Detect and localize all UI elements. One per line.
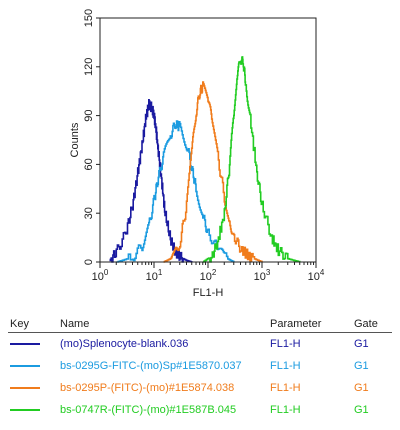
x-tick-label: 100 [92,268,109,283]
x-axis-label: FL1-H [193,287,224,299]
legend-key-cell [8,333,58,356]
legend-header-row: Key Name Parameter Gate [8,318,392,333]
y-tick-label: 90 [83,109,95,121]
legend-parameter: FL1-H [270,382,301,394]
legend-key-cell [8,399,58,421]
x-tick-label: 104 [308,268,325,283]
legend-key-swatch [10,343,40,346]
legend-key-swatch [10,365,40,368]
legend-name: bs-0295P-(FITC)-(mo)#1E5874.038 [60,382,235,394]
legend-parameter: FL1-H [270,360,301,372]
legend-gate: G1 [354,404,369,416]
legend-key-cell [8,377,58,399]
y-tick-label: 0 [83,259,95,265]
legend-gate: G1 [354,360,369,372]
y-tick-label: 150 [83,9,95,27]
legend-gate: G1 [354,338,369,350]
legend-key-cell [8,355,58,377]
histogram-chart: 0 30 60 90 120 150 100 101 102 103 104 FL1-H Count… [69,9,325,299]
series-line [163,81,263,263]
legend-parameter: FL1-H [270,338,301,350]
legend-row: bs-0295P-(FITC)-(mo)#1E5874.038 FL1-H G1 [8,377,392,399]
x-tick-label: 101 [146,268,163,283]
series-line [202,56,301,263]
legend-row: bs-0295G-FITC-(mo)Sp#1E5870.037 FL1-H G1 [8,355,392,377]
plot-frame [99,17,317,263]
y-tick-label: 60 [83,158,95,170]
legend-header-name: Name [58,318,268,333]
legend-table: Key Name Parameter Gate (mo)Splenocyte-b… [8,318,392,421]
legend-header-gate: Gate [352,318,392,333]
series-line [116,120,235,263]
legend-name: (mo)Splenocyte-blank.036 [60,338,189,350]
x-tick-label: 102 [200,268,217,283]
legend-row: bs-0747R-(FITC)-(mo)#1E587B.045 FL1-H G1 [8,399,392,421]
y-axis-label: Counts [69,122,81,157]
x-tick-label: 103 [254,268,271,283]
legend-name: bs-0747R-(FITC)-(mo)#1E587B.045 [60,404,237,416]
legend-header-key: Key [8,318,58,333]
legend-key-swatch [10,387,40,390]
legend-header-parameter: Parameter [268,318,352,333]
y-tick-label: 120 [83,58,95,76]
legend-gate: G1 [354,382,369,394]
legend-key-swatch [10,409,40,412]
legend-row: (mo)Splenocyte-blank.036 FL1-H G1 [8,333,392,356]
legend-parameter: FL1-H [270,404,301,416]
legend-name: bs-0295G-FITC-(mo)Sp#1E5870.037 [60,360,242,372]
y-tick-label: 30 [83,207,95,219]
